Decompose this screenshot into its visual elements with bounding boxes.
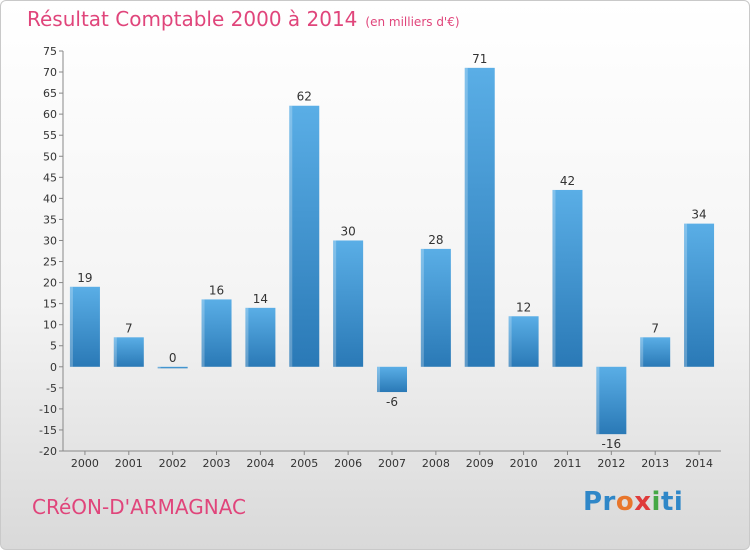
data-label: 7 <box>125 321 133 335</box>
y-tick-label: 75 <box>43 45 57 58</box>
bar <box>596 366 627 435</box>
data-label: 42 <box>560 174 575 188</box>
y-tick-label: -10 <box>39 403 57 416</box>
data-label: 28 <box>428 233 443 247</box>
data-label: 12 <box>516 300 531 314</box>
data-label: 34 <box>691 208 706 222</box>
y-tick-label: 65 <box>43 87 57 100</box>
y-tick-label: 55 <box>43 129 57 142</box>
x-tick-label: 2007 <box>378 457 406 470</box>
x-tick-label: 2008 <box>422 457 450 470</box>
bar-highlight <box>684 223 688 367</box>
y-tick-label: -5 <box>46 382 57 395</box>
proxiti-logo: Proxiti <box>583 487 684 517</box>
x-tick-label: 2004 <box>246 457 274 470</box>
bar-highlight <box>552 189 556 367</box>
y-tick-label: 25 <box>43 256 57 269</box>
y-tick-label: -15 <box>39 424 57 437</box>
data-label: -6 <box>386 395 398 409</box>
data-label: 14 <box>253 292 268 306</box>
y-tick-label: 40 <box>43 192 57 205</box>
data-label: 0 <box>169 351 177 365</box>
y-tick-label: 0 <box>50 361 57 374</box>
y-tick-label: 15 <box>43 298 57 311</box>
x-tick-label: 2013 <box>641 457 669 470</box>
bar <box>69 286 100 367</box>
bar-highlight <box>245 307 249 367</box>
bar <box>464 67 495 367</box>
x-tick-label: 2001 <box>115 457 143 470</box>
bar-highlight <box>157 366 161 369</box>
bar-highlight <box>508 316 512 367</box>
y-tick-label: 35 <box>43 213 57 226</box>
bar-highlight <box>464 67 468 367</box>
x-tick-label: 2014 <box>685 457 713 470</box>
bar-highlight <box>201 299 205 367</box>
bar-highlight <box>69 286 73 367</box>
x-tick-label: 2012 <box>597 457 625 470</box>
bar <box>157 366 188 369</box>
y-tick-label: 5 <box>50 340 57 353</box>
data-label: 16 <box>209 283 224 297</box>
y-tick-label: 30 <box>43 234 57 247</box>
bar <box>508 316 539 367</box>
bar <box>420 248 451 367</box>
bar-highlight <box>640 337 644 367</box>
bar-highlight <box>596 366 600 435</box>
bar <box>113 337 144 367</box>
y-tick-label: -20 <box>39 445 57 458</box>
chart-title: Résultat Comptable 2000 à 2014 (en millie… <box>27 7 460 31</box>
bar-highlight <box>420 248 424 367</box>
x-tick-label: 2000 <box>71 457 99 470</box>
y-tick-label: 20 <box>43 277 57 290</box>
chart-subtitle: (en milliers d'€) <box>365 15 460 29</box>
bar <box>201 299 232 367</box>
bar-highlight <box>113 337 117 367</box>
y-tick-label: 60 <box>43 108 57 121</box>
data-label: 7 <box>651 321 659 335</box>
bar <box>552 189 583 367</box>
bar <box>684 223 715 367</box>
bar <box>377 366 407 393</box>
x-tick-label: 2011 <box>553 457 581 470</box>
data-label: 19 <box>77 271 92 285</box>
x-tick-label: 2009 <box>466 457 494 470</box>
data-label: 62 <box>297 90 312 104</box>
bar <box>289 105 320 367</box>
bar-highlight <box>377 366 380 393</box>
y-tick-label: 45 <box>43 171 57 184</box>
x-tick-label: 2005 <box>290 457 318 470</box>
town-name: CRéON-D'ARMAGNAC <box>32 495 247 519</box>
y-tick-label: 50 <box>43 150 57 163</box>
data-label: 30 <box>340 224 355 238</box>
bar-highlight <box>289 105 293 367</box>
y-tick-label: 70 <box>43 66 57 79</box>
bar <box>333 240 364 367</box>
bar-highlight <box>333 240 337 367</box>
x-tick-label: 2010 <box>510 457 538 470</box>
data-label: -16 <box>602 437 622 451</box>
x-tick-label: 2006 <box>334 457 362 470</box>
x-tick-label: 2003 <box>203 457 231 470</box>
x-tick-label: 2002 <box>159 457 187 470</box>
bar <box>640 337 671 367</box>
data-label: 71 <box>472 52 487 66</box>
bar <box>245 307 276 367</box>
y-tick-label: 10 <box>43 319 57 332</box>
